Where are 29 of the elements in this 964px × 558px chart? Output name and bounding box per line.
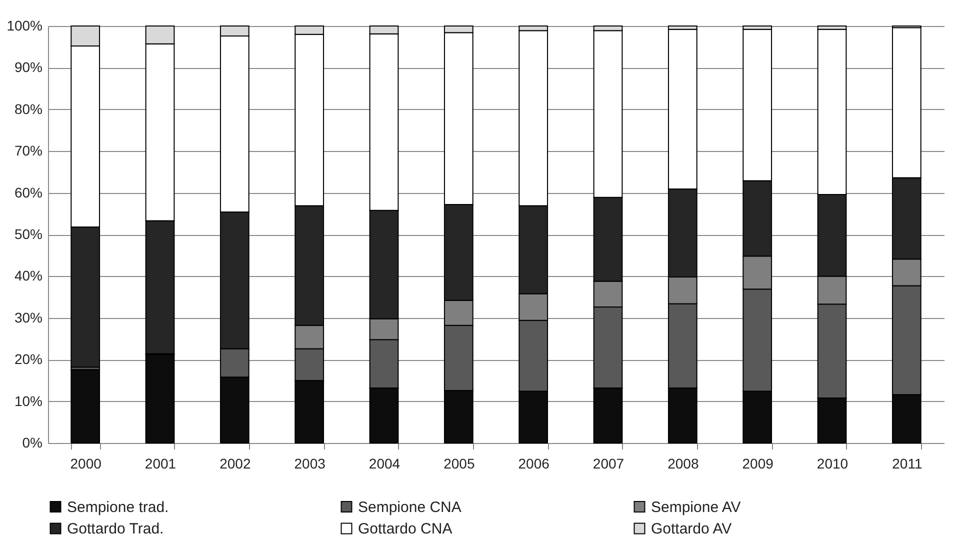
y-tick-label: 10% <box>14 392 42 409</box>
y-tick-label: 30% <box>14 309 42 326</box>
x-tick-label: 2001 <box>144 456 176 472</box>
legend-label: Gottardo AV <box>651 520 732 538</box>
x-tick-label: 2011 <box>892 456 922 472</box>
x-tick-label: 2006 <box>518 456 550 472</box>
y-tick-label: 60% <box>14 184 42 200</box>
x-tick-label: 2003 <box>294 456 326 472</box>
x-tick-label: 2005 <box>444 456 475 472</box>
x-tick-label: 2002 <box>220 456 251 472</box>
legend-label: Sempione AV <box>651 498 741 516</box>
y-tick-label: 80% <box>14 100 42 117</box>
x-tick-label: 2010 <box>816 456 848 472</box>
y-tick-label: 0% <box>22 434 42 450</box>
x-tick-label: 2009 <box>742 456 774 472</box>
legend-label: Gottardo CNA <box>358 520 452 538</box>
legend-label: Gottardo Trad. <box>67 520 164 538</box>
legend-label: Sempione CNA <box>358 498 462 516</box>
y-tick-label: 100% <box>6 18 42 34</box>
legend-label: Sempione trad. <box>67 498 169 516</box>
x-tick-label: 2000 <box>70 456 102 472</box>
x-tick-label: 2007 <box>592 456 624 472</box>
x-tick-label: 2008 <box>668 456 699 472</box>
x-tick-label: 2004 <box>368 456 400 472</box>
y-tick-label: 70% <box>14 142 42 159</box>
y-tick-label: 20% <box>14 351 42 368</box>
y-tick-label: 90% <box>14 59 42 76</box>
y-tick-label: 50% <box>14 226 42 242</box>
y-tick-label: 40% <box>14 268 42 284</box>
